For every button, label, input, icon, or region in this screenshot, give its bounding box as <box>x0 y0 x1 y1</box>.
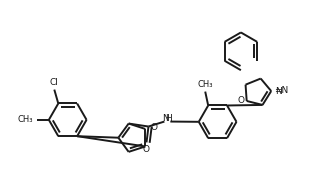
Text: N: N <box>162 114 169 123</box>
Text: N: N <box>275 87 282 96</box>
Text: Cl: Cl <box>50 78 59 87</box>
Text: CH₃: CH₃ <box>18 115 33 124</box>
Text: O: O <box>142 145 149 154</box>
Text: CH₃: CH₃ <box>198 80 213 89</box>
Text: O: O <box>237 96 244 106</box>
Text: H: H <box>165 114 172 123</box>
Text: O: O <box>150 123 157 133</box>
Text: =N: =N <box>274 86 289 94</box>
